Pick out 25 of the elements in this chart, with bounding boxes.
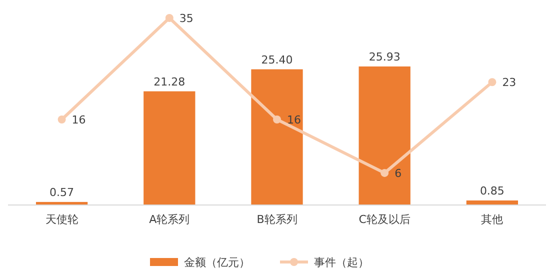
point (273, 116, 281, 124)
data-label: 0.85 (480, 184, 504, 198)
data-label: 25.40 (261, 53, 293, 66)
point (380, 168, 389, 177)
data-label: 16 (287, 114, 301, 127)
point (488, 78, 496, 86)
bar (251, 69, 303, 205)
data-label: 21.28 (154, 75, 186, 88)
bar (358, 66, 410, 205)
data-label: 35 (179, 12, 194, 25)
x-tick-label: 其他 (481, 213, 504, 226)
data-label: 23 (502, 76, 516, 90)
data-label: 16 (72, 114, 86, 127)
x-tick-label: C轮及以后 (358, 213, 410, 226)
data-label: 25.93 (368, 50, 400, 64)
legend-label: 事件（起） (314, 256, 369, 269)
x-tick-label: 天使轮 (45, 213, 78, 226)
x-tick-label: B轮系列 (256, 213, 298, 226)
bar (144, 91, 196, 205)
legend-label: 金额（亿元） (184, 256, 250, 269)
point (165, 14, 174, 22)
data-label: 0.57 (50, 186, 74, 199)
x-tick-label: A轮系列 (149, 213, 190, 226)
point (58, 116, 66, 124)
data-label: 6 (394, 166, 402, 180)
